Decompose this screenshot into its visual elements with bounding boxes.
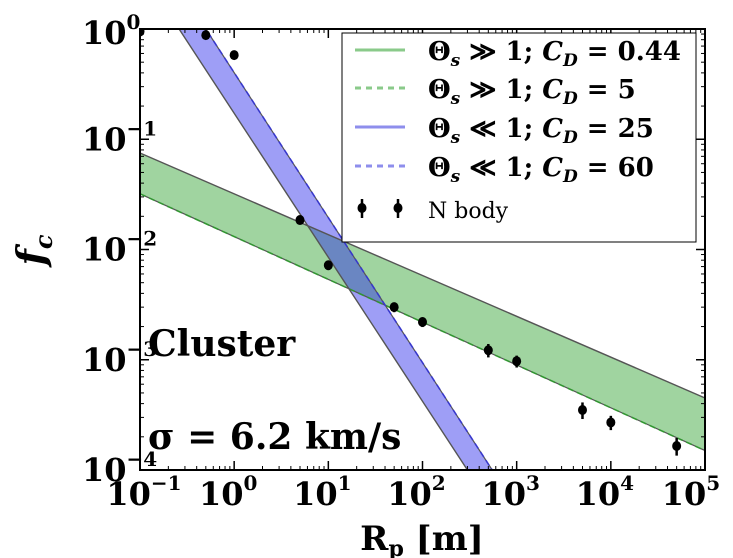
y-tick-label: 10−1 (82, 116, 157, 158)
data-point-6 (418, 316, 427, 327)
data-point-5 (389, 302, 399, 313)
legend: Θs ≫ 1; CD = 0.44 Θs ≫ 1; CD = 5 Θs ≪ 1; C… (341, 32, 697, 243)
data-point-11 (672, 441, 682, 452)
data-point-0 (140, 29, 145, 37)
legend-label-2: Θs ≪ 1; CD = 25 (428, 114, 654, 148)
plot-area (140, 29, 705, 470)
legend-marker-1 (393, 203, 403, 213)
plot-frame (139, 28, 706, 471)
legend-label-1: Θs ≫ 1; CD = 5 (428, 75, 636, 109)
data-point-2 (229, 50, 239, 61)
data-points (140, 29, 682, 456)
x-tick-label: 101 (293, 471, 351, 513)
band-theta-large (140, 153, 705, 451)
legend-label-0: Θs ≫ 1; CD = 0.44 (428, 37, 681, 71)
series-line-0-edge (140, 152, 705, 399)
y-tick-label: 10−4 (82, 447, 157, 489)
data-point-4 (323, 260, 333, 271)
x-tick-label: 100 (199, 471, 257, 513)
data-point-9 (577, 405, 587, 416)
data-point-8 (512, 356, 522, 367)
data-point-1 (201, 30, 211, 41)
annotation-sigma: σ = 6.2 km/s (148, 416, 401, 458)
y-tick-labels: 100 10−1 10−2 10−3 10−4 (82, 10, 157, 489)
legend-marker-0 (357, 203, 367, 213)
x-tick-label: 103 (481, 471, 539, 513)
legend-label-3: Θs ≪ 1; CD = 60 (428, 153, 654, 187)
data-point-7 (483, 345, 493, 356)
series-line-2-edge (140, 29, 469, 470)
legend-label-4: N body (428, 199, 509, 224)
band-theta-small (140, 29, 493, 470)
x-tick-label: 104 (576, 471, 635, 513)
y-tick-label: 10−2 (82, 227, 157, 269)
x-tick-label: 10−1 (106, 471, 181, 513)
data-point-3 (295, 215, 305, 226)
series-line-3-edge (140, 29, 493, 470)
annotation-cluster: Cluster (148, 323, 296, 365)
x-tick-label: 102 (387, 471, 445, 513)
y-tick-label: 100 (82, 10, 140, 52)
x-tick-labels: 10−1 100 101 102 103 104 105 (106, 471, 720, 513)
x-axis-label: Rp [m] (360, 519, 484, 558)
data-point-10 (606, 417, 616, 428)
x-tick-label: 105 (662, 471, 720, 513)
y-tick-label: 10−3 (82, 337, 157, 379)
